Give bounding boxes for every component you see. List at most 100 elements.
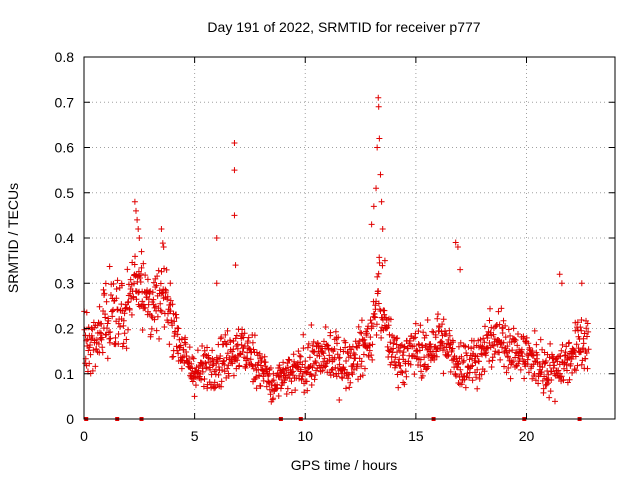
data-point	[440, 316, 447, 323]
data-point	[486, 317, 493, 324]
data-point	[446, 332, 453, 339]
data-point	[378, 198, 385, 205]
data-point	[157, 280, 164, 287]
data-point	[201, 351, 208, 358]
data-point	[369, 341, 376, 348]
data-point	[232, 335, 239, 342]
data-point	[135, 289, 142, 296]
axes	[83, 56, 616, 420]
data-point	[160, 244, 167, 251]
data-point	[585, 346, 592, 353]
data-point	[367, 334, 374, 341]
data-point	[85, 324, 92, 331]
data-point	[518, 346, 525, 353]
data-point	[458, 353, 465, 360]
data-point	[270, 377, 277, 384]
data-point	[534, 351, 541, 358]
data-point	[353, 365, 360, 372]
data-point	[578, 316, 585, 323]
data-point	[199, 342, 206, 349]
data-point	[342, 385, 349, 392]
data-point	[487, 305, 494, 312]
data-point	[280, 359, 287, 366]
data-point	[355, 323, 362, 330]
data-point	[147, 331, 154, 338]
data-point	[497, 356, 504, 363]
data-point	[297, 353, 304, 360]
data-point	[387, 339, 394, 346]
data-point	[257, 362, 264, 369]
data-point	[563, 361, 570, 368]
data-point	[502, 334, 509, 341]
data-point	[438, 338, 445, 345]
data-point	[417, 322, 424, 329]
data-point	[113, 295, 120, 302]
data-point	[372, 314, 379, 321]
data-point	[158, 308, 165, 315]
data-point	[507, 332, 514, 339]
data-point	[559, 341, 566, 348]
data-point	[547, 388, 554, 395]
data-point	[376, 135, 383, 142]
data-point	[303, 378, 310, 385]
data-point	[193, 374, 200, 381]
data-point	[320, 358, 327, 365]
data-point	[476, 375, 483, 382]
data-point	[415, 328, 422, 335]
data-point	[491, 350, 498, 357]
data-point	[374, 144, 381, 151]
data-point	[159, 240, 166, 247]
y-tick-label: 0.2	[55, 321, 75, 337]
data-point	[573, 341, 580, 348]
data-point	[257, 383, 264, 390]
data-point	[385, 347, 392, 354]
data-point	[373, 185, 380, 192]
data-point	[170, 353, 177, 360]
data-point	[302, 368, 309, 375]
data-point	[308, 382, 315, 389]
data-point	[123, 336, 130, 343]
data-point	[267, 365, 274, 372]
data-point	[521, 375, 528, 382]
data-point	[386, 331, 393, 338]
data-point	[151, 316, 158, 323]
data-point	[390, 340, 397, 347]
data-point	[547, 340, 554, 347]
data-point	[95, 340, 102, 347]
data-point	[324, 342, 331, 349]
data-point	[89, 367, 96, 374]
data-point	[241, 343, 248, 350]
data-point	[449, 345, 456, 352]
data-point	[454, 244, 461, 251]
data-point	[572, 353, 579, 360]
data-point	[218, 378, 225, 385]
data-point	[93, 346, 100, 353]
data-point	[580, 340, 587, 347]
data-point	[137, 278, 144, 285]
data-point	[100, 286, 107, 293]
data-point	[150, 296, 157, 303]
data-point	[102, 314, 109, 321]
data-point	[96, 303, 103, 310]
data-point	[148, 325, 155, 332]
data-point	[139, 298, 146, 305]
data-point	[358, 317, 365, 324]
data-point	[419, 372, 426, 379]
data-point	[121, 310, 128, 317]
data-point	[574, 362, 581, 369]
data-point	[368, 221, 375, 228]
data-point	[218, 383, 225, 390]
data-point	[292, 387, 299, 394]
data-point	[571, 347, 578, 354]
data-point	[175, 350, 182, 357]
data-point	[418, 368, 425, 375]
data-point	[369, 323, 376, 330]
data-point	[139, 326, 146, 333]
data-point	[277, 385, 284, 392]
data-point	[336, 354, 343, 361]
data-point	[140, 260, 147, 267]
data-point	[98, 320, 105, 327]
data-point	[154, 313, 161, 320]
data-point	[137, 274, 144, 281]
data-point	[178, 365, 185, 372]
